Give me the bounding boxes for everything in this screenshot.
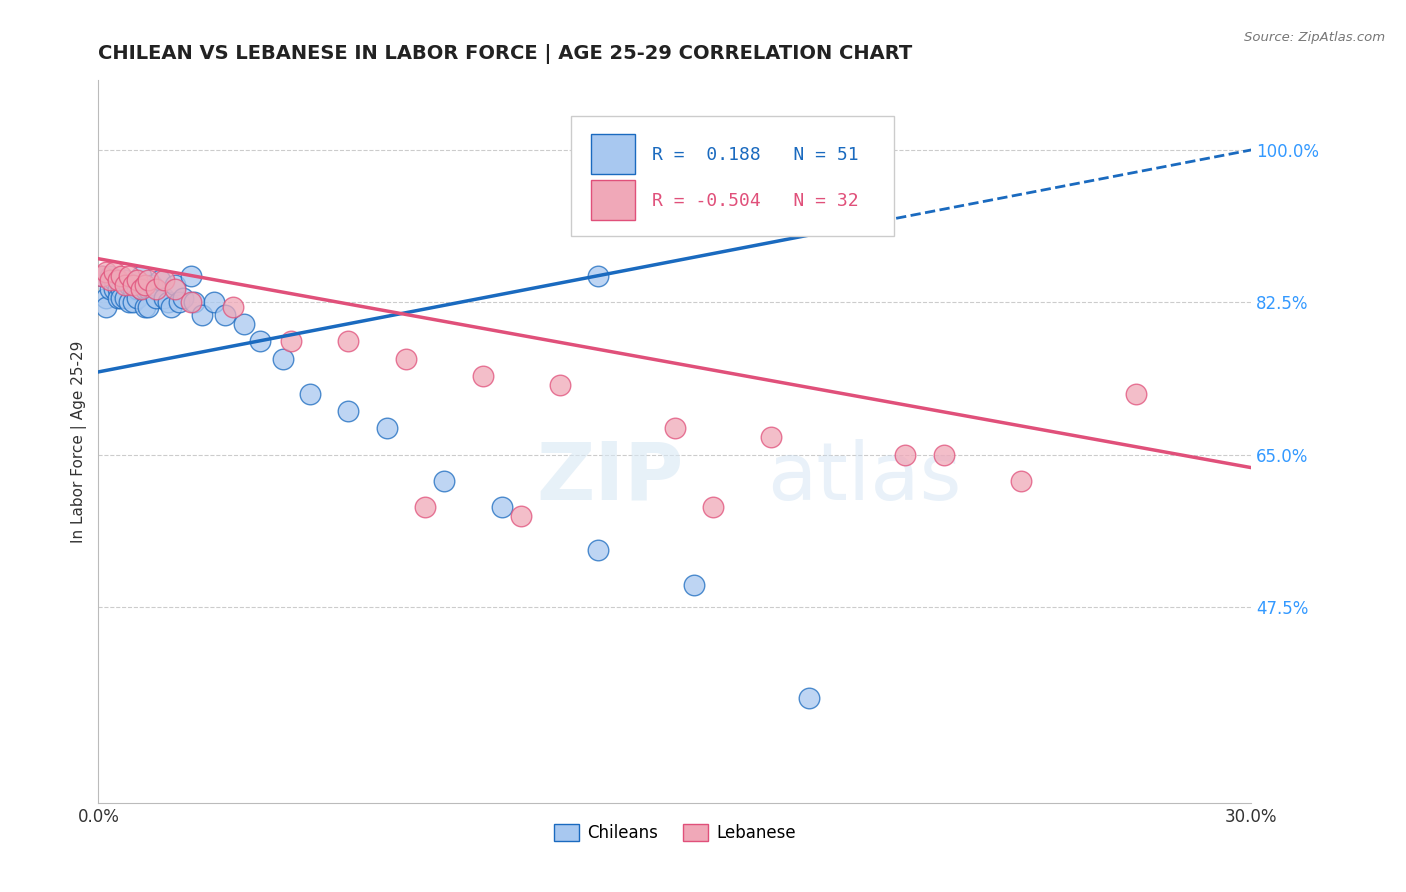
Point <box>271 351 294 366</box>
Point <box>160 300 183 314</box>
Point <box>548 378 571 392</box>
Text: ZIP: ZIP <box>537 439 683 516</box>
Legend: Chileans, Lebanese: Chileans, Lebanese <box>547 817 803 848</box>
Point <box>107 291 129 305</box>
Point <box>141 277 163 292</box>
Point <box>118 269 141 284</box>
Text: Source: ZipAtlas.com: Source: ZipAtlas.com <box>1244 31 1385 45</box>
Point <box>337 334 360 349</box>
FancyBboxPatch shape <box>591 135 634 174</box>
Text: atlas: atlas <box>768 439 962 516</box>
Text: R = -0.504   N = 32: R = -0.504 N = 32 <box>652 192 859 210</box>
Point <box>107 282 129 296</box>
FancyBboxPatch shape <box>571 117 894 235</box>
Point <box>145 291 167 305</box>
Point <box>138 282 160 296</box>
Point <box>586 269 609 284</box>
Point <box>91 269 114 284</box>
Point <box>413 500 436 514</box>
Point <box>683 578 706 592</box>
Point <box>280 334 302 349</box>
Point <box>491 500 513 514</box>
Point <box>138 273 160 287</box>
Point <box>149 273 172 287</box>
Point <box>94 300 117 314</box>
Point <box>1010 474 1032 488</box>
Point <box>129 282 152 296</box>
Point <box>118 277 141 292</box>
Point <box>114 291 136 305</box>
Point <box>145 282 167 296</box>
Point <box>125 282 148 296</box>
Point <box>134 300 156 314</box>
Text: CHILEAN VS LEBANESE IN LABOR FORCE | AGE 25-29 CORRELATION CHART: CHILEAN VS LEBANESE IN LABOR FORCE | AGE… <box>98 45 912 64</box>
Point <box>375 421 398 435</box>
Y-axis label: In Labor Force | Age 25-29: In Labor Force | Age 25-29 <box>72 341 87 542</box>
Point <box>510 508 533 523</box>
Point <box>129 269 152 284</box>
Point <box>107 273 129 287</box>
Point <box>337 404 360 418</box>
Point <box>94 291 117 305</box>
Point <box>894 448 917 462</box>
FancyBboxPatch shape <box>591 180 634 219</box>
Point <box>664 421 686 435</box>
Point <box>214 308 236 322</box>
Point <box>433 474 456 488</box>
Point <box>932 448 955 462</box>
Point <box>134 282 156 296</box>
Point <box>114 273 136 287</box>
Point <box>799 691 821 706</box>
Point <box>172 291 194 305</box>
Point <box>702 500 724 514</box>
Point <box>110 291 132 305</box>
Point <box>138 300 160 314</box>
Point <box>110 269 132 284</box>
Point <box>183 295 205 310</box>
Point <box>202 295 225 310</box>
Point <box>152 291 174 305</box>
Point <box>125 291 148 305</box>
Point <box>98 273 121 287</box>
Point <box>249 334 271 349</box>
Point <box>586 543 609 558</box>
Point <box>134 277 156 292</box>
Point <box>222 300 245 314</box>
Point <box>298 386 321 401</box>
Point <box>103 265 125 279</box>
Point <box>91 269 114 284</box>
Point <box>98 282 121 296</box>
Point <box>103 282 125 296</box>
Point <box>165 282 187 296</box>
Text: R =  0.188   N = 51: R = 0.188 N = 51 <box>652 145 859 164</box>
Point <box>110 282 132 296</box>
Point <box>118 295 141 310</box>
Point <box>191 308 214 322</box>
Point <box>233 317 256 331</box>
Point <box>152 273 174 287</box>
Point <box>180 295 202 310</box>
Point <box>103 273 125 287</box>
Point <box>98 269 121 284</box>
Point <box>180 269 202 284</box>
Point <box>167 295 190 310</box>
Point <box>1125 386 1147 401</box>
Point <box>122 277 145 292</box>
Point <box>122 295 145 310</box>
Point <box>94 265 117 279</box>
Point <box>122 282 145 296</box>
Point <box>165 277 187 292</box>
Point <box>156 295 179 310</box>
Point <box>471 369 494 384</box>
Point <box>759 430 782 444</box>
Point <box>125 273 148 287</box>
Point <box>395 351 418 366</box>
Point <box>114 277 136 292</box>
Point <box>129 282 152 296</box>
